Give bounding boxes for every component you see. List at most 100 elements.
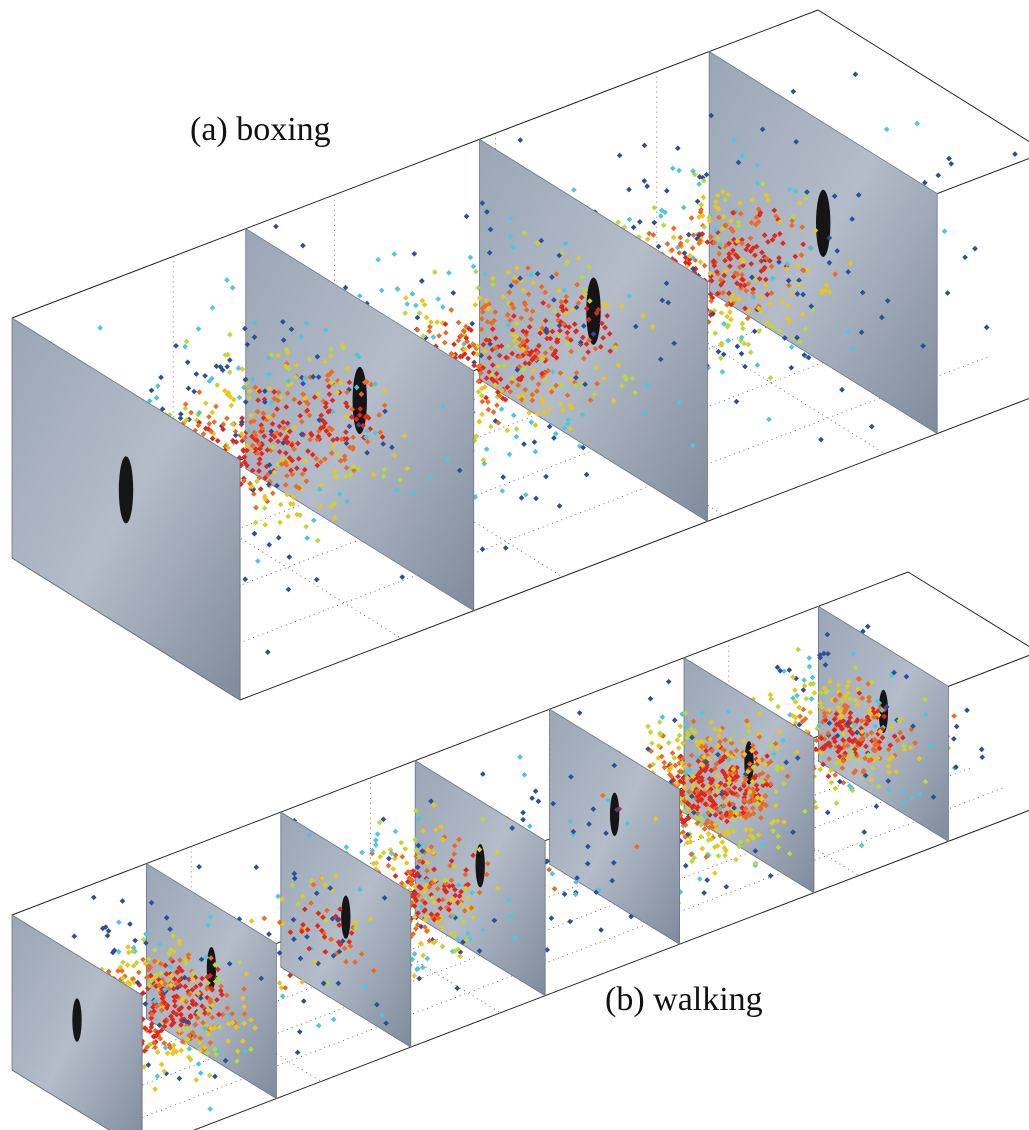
feature-point — [155, 1049, 161, 1055]
feature-point — [706, 831, 712, 837]
feature-point — [242, 576, 248, 582]
feature-point — [810, 675, 816, 681]
feature-point — [826, 774, 832, 780]
feature-point — [412, 973, 418, 979]
feature-point — [398, 840, 404, 846]
feature-point — [720, 369, 726, 375]
feature-point — [255, 558, 261, 564]
feature-point — [214, 363, 220, 369]
feature-point — [768, 696, 774, 702]
person — [72, 998, 81, 1041]
feature-point — [951, 736, 957, 742]
feature-point — [797, 714, 803, 720]
feature-point — [443, 330, 449, 336]
feature-point — [698, 259, 704, 265]
feature-point — [946, 156, 952, 162]
feature-point — [230, 285, 236, 291]
feature-point — [660, 714, 666, 720]
feature-point — [152, 1086, 158, 1092]
feature-point — [381, 850, 387, 856]
feature-point — [664, 188, 670, 194]
feature-point — [373, 842, 379, 848]
feature-point — [733, 857, 739, 863]
feature-point — [809, 696, 815, 702]
feature-point — [183, 401, 189, 407]
feature-point — [817, 767, 823, 773]
feature-point — [410, 291, 416, 297]
feature-point — [642, 143, 648, 149]
feature-point — [211, 419, 217, 425]
feature-point — [657, 719, 663, 725]
feature-point — [375, 831, 381, 837]
feature-point — [577, 710, 583, 716]
feature-point — [224, 415, 230, 421]
feature-point — [834, 800, 840, 806]
feature-point — [214, 382, 220, 388]
feature-point — [964, 707, 970, 713]
feature-point — [158, 375, 164, 381]
feature-point — [206, 414, 212, 420]
feature-point — [740, 326, 746, 332]
feature-point — [454, 985, 460, 991]
feature-point — [386, 863, 392, 869]
feature-point — [480, 546, 486, 552]
feature-point — [427, 324, 433, 330]
feature-point — [155, 1073, 161, 1079]
feature-point — [357, 293, 363, 299]
feature-point — [185, 359, 191, 365]
feature-point — [504, 428, 510, 434]
feature-point — [71, 933, 77, 939]
feature-point — [859, 843, 865, 849]
feature-point — [184, 339, 190, 345]
feature-point — [125, 962, 131, 968]
feature-point — [517, 137, 523, 143]
feature-point — [159, 1061, 165, 1067]
feature-point — [237, 395, 243, 401]
feature-point — [529, 419, 535, 425]
feature-point — [754, 362, 760, 368]
feature-point — [666, 679, 672, 685]
figure: (a) boxing (b) walking — [0, 0, 1029, 1130]
feature-point — [748, 349, 754, 355]
feature-point — [154, 395, 160, 401]
panel-walking — [12, 572, 1029, 1130]
feature-point — [768, 375, 774, 381]
feature-point — [304, 535, 310, 541]
feature-point — [270, 490, 276, 496]
feature-point — [440, 304, 446, 310]
feature-point — [942, 228, 948, 234]
feature-point — [739, 351, 745, 357]
feature-point — [666, 740, 672, 746]
feature-point — [617, 153, 623, 159]
feature-point — [683, 863, 689, 869]
feature-point — [209, 409, 215, 415]
feature-point — [149, 388, 155, 394]
feature-point — [412, 951, 418, 957]
feature-point — [435, 296, 441, 302]
feature-point — [457, 954, 463, 960]
feature-point — [807, 664, 813, 670]
feature-point — [186, 386, 192, 392]
person — [610, 793, 619, 836]
feature-point — [979, 754, 985, 760]
feature-point — [420, 965, 426, 971]
feature-point — [514, 434, 520, 440]
feature-point — [476, 419, 482, 425]
page: {"panels": [{"label": "(a) boxing"}, {"l… — [0, 0, 1029, 1130]
feature-point — [258, 486, 264, 492]
feature-point — [301, 998, 307, 1004]
feature-point — [266, 931, 272, 937]
feature-point — [187, 1046, 193, 1052]
feature-point — [253, 864, 259, 870]
feature-point — [658, 213, 664, 219]
feature-point — [571, 187, 577, 193]
feature-point — [701, 194, 707, 200]
feature-point — [644, 183, 650, 189]
feature-point — [695, 199, 701, 205]
feature-point — [193, 371, 199, 377]
feature-point — [377, 854, 383, 860]
feature-point — [227, 332, 233, 338]
feature-point — [472, 302, 478, 308]
feature-point — [552, 886, 558, 892]
feature-point — [262, 505, 268, 511]
